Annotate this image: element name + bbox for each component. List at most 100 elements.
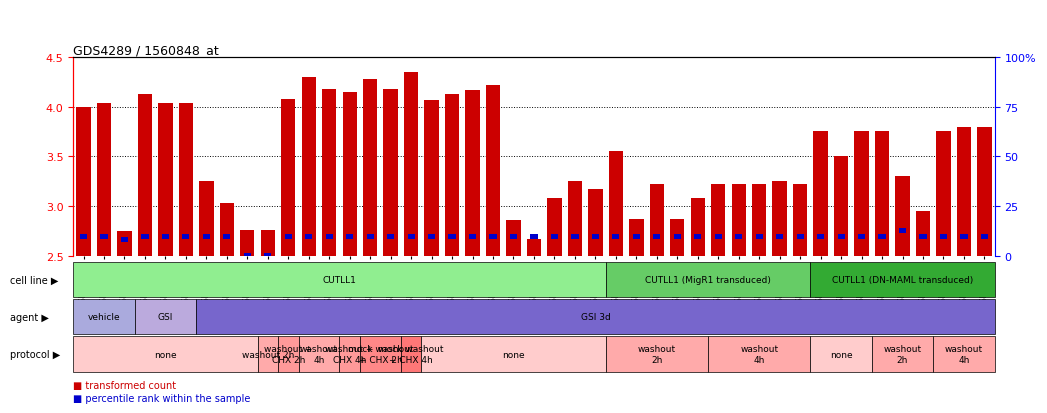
Bar: [548, 199, 561, 256]
Bar: [507, 221, 520, 256]
Bar: [531, 235, 537, 240]
Bar: [981, 235, 988, 240]
Bar: [80, 235, 87, 240]
Bar: [281, 100, 295, 256]
Bar: [387, 235, 395, 240]
Bar: [632, 235, 640, 240]
Bar: [977, 127, 992, 256]
Text: washout
4h: washout 4h: [740, 344, 778, 364]
Bar: [407, 235, 415, 240]
Text: agent ▶: agent ▶: [10, 312, 49, 322]
Bar: [322, 90, 336, 256]
Bar: [612, 235, 620, 240]
Text: GDS4289 / 1560848_at: GDS4289 / 1560848_at: [73, 44, 219, 57]
Bar: [629, 219, 644, 256]
Bar: [158, 103, 173, 256]
Text: GSI 3d: GSI 3d: [580, 313, 610, 321]
Bar: [960, 235, 967, 240]
Bar: [223, 235, 230, 240]
Bar: [878, 235, 886, 240]
Bar: [776, 235, 783, 240]
Bar: [203, 235, 210, 240]
Bar: [592, 235, 599, 240]
Bar: [875, 132, 889, 256]
Bar: [551, 235, 558, 240]
Bar: [96, 103, 111, 256]
Text: none: none: [154, 350, 177, 358]
Text: washout 2h: washout 2h: [242, 350, 294, 358]
Bar: [715, 235, 721, 240]
Bar: [838, 235, 845, 240]
Bar: [489, 235, 496, 240]
Text: ■ transformed count: ■ transformed count: [73, 380, 176, 390]
Bar: [261, 230, 275, 256]
Bar: [773, 182, 787, 256]
Bar: [445, 95, 460, 256]
Bar: [264, 254, 271, 259]
Bar: [182, 235, 190, 240]
Bar: [141, 235, 149, 240]
Bar: [240, 230, 254, 256]
Bar: [833, 157, 848, 256]
Bar: [752, 185, 766, 256]
Bar: [138, 95, 152, 256]
Bar: [326, 235, 333, 240]
Bar: [347, 235, 353, 240]
Text: mock washout
+ CHX 2h: mock washout + CHX 2h: [348, 344, 414, 364]
Bar: [469, 235, 476, 240]
Bar: [572, 235, 579, 240]
Bar: [285, 235, 292, 240]
Bar: [428, 235, 436, 240]
Bar: [486, 85, 500, 256]
Bar: [608, 152, 623, 256]
Bar: [363, 80, 377, 256]
Text: washout +
CHX 4h: washout + CHX 4h: [326, 344, 374, 364]
Bar: [936, 132, 951, 256]
Bar: [916, 211, 930, 256]
Bar: [919, 235, 927, 240]
Bar: [117, 231, 132, 256]
Bar: [817, 235, 824, 240]
Text: CUTLL1 (DN-MAML transduced): CUTLL1 (DN-MAML transduced): [832, 275, 973, 284]
Text: protocol ▶: protocol ▶: [10, 349, 61, 359]
Bar: [653, 235, 661, 240]
Text: washout
4h: washout 4h: [299, 344, 338, 364]
Bar: [673, 235, 681, 240]
Bar: [588, 190, 603, 256]
Text: none: none: [503, 350, 525, 358]
Text: CUTLL1: CUTLL1: [322, 275, 356, 284]
Bar: [76, 107, 91, 256]
Bar: [691, 199, 705, 256]
Bar: [527, 239, 541, 256]
Bar: [199, 182, 214, 256]
Bar: [732, 185, 745, 256]
Bar: [179, 103, 193, 256]
Bar: [895, 177, 910, 256]
Bar: [244, 254, 251, 259]
Bar: [694, 235, 701, 240]
Bar: [793, 185, 807, 256]
Bar: [305, 235, 312, 240]
Bar: [670, 219, 685, 256]
Bar: [510, 235, 517, 240]
Bar: [448, 235, 455, 240]
Bar: [814, 132, 828, 256]
Text: none: none: [830, 350, 852, 358]
Bar: [162, 235, 169, 240]
Bar: [940, 235, 948, 240]
Text: mock washout
+ CHX 4h: mock washout + CHX 4h: [378, 344, 444, 364]
Text: ■ percentile rank within the sample: ■ percentile rank within the sample: [73, 393, 250, 403]
Text: washout
4h: washout 4h: [944, 344, 983, 364]
Bar: [567, 182, 582, 256]
Bar: [465, 90, 480, 256]
Text: GSI: GSI: [158, 313, 173, 321]
Text: CUTLL1 (MigR1 transduced): CUTLL1 (MigR1 transduced): [645, 275, 771, 284]
Bar: [797, 235, 804, 240]
Text: washout +
CHX 2h: washout + CHX 2h: [264, 344, 312, 364]
Bar: [424, 100, 439, 256]
Bar: [383, 90, 398, 256]
Bar: [404, 73, 419, 256]
Bar: [120, 238, 128, 243]
Bar: [735, 235, 742, 240]
Bar: [366, 235, 374, 240]
